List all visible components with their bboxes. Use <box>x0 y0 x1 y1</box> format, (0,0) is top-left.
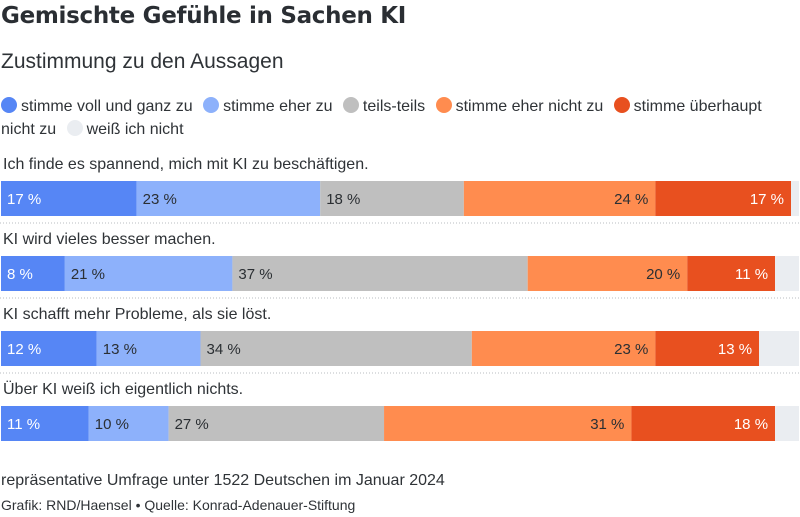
bar-segment-stimme-eher-zu <box>64 256 233 291</box>
data-label: 12 % <box>7 341 41 358</box>
category-label: KI wird vieles besser machen. <box>3 231 216 248</box>
stacked-bar-chart: Ich finde es spannend, mich mit KI zu be… <box>0 156 800 441</box>
legend-swatch <box>1 97 17 113</box>
data-label: 23 % <box>614 341 648 358</box>
data-label: 11 % <box>7 416 40 433</box>
legend-label: stimme eher nicht zu <box>455 98 604 115</box>
bar-segment-stimme-überhaupt-nicht-zu <box>655 331 760 366</box>
data-label: 11 % <box>735 266 768 283</box>
legend-item-ueberhaupt-nicht: stimme überhaupt nicht zu <box>1 97 762 138</box>
bar-segment-stimme-eher-zu <box>96 331 201 366</box>
data-label: 21 % <box>71 266 105 283</box>
data-label: 17 % <box>750 191 784 208</box>
data-label: 27 % <box>175 416 209 433</box>
legend-swatch <box>435 97 452 113</box>
bar-segment-weiß-ich-nicht <box>775 256 799 291</box>
legend: stimme voll und ganz zu stimme eher zu t… <box>1 95 791 141</box>
bar-segment-stimme-eher-zu <box>88 406 169 441</box>
legend-item-voll: stimme voll und ganz zu <box>1 95 193 118</box>
survey-note: repräsentative Umfrage unter 1522 Deutsc… <box>1 472 445 489</box>
data-label: 10 % <box>95 416 129 433</box>
legend-item-weiss-nicht: weiß ich nicht <box>66 118 184 141</box>
data-label: 31 % <box>590 416 624 433</box>
bar-segment-stimme-voll-und-ganz-zu <box>1 331 97 366</box>
data-label: 34 % <box>207 341 241 358</box>
chart-subtitle: Zustimmung zu den Aussagen <box>1 50 284 73</box>
bar-segment-teils-teils <box>168 406 385 441</box>
bar-segment-stimme-eher-nicht-zu <box>384 406 632 441</box>
bar-segment-teils-teils <box>232 256 528 291</box>
legend-swatch <box>203 97 220 113</box>
chart-title: Gemischte Gefühle in Sachen KI <box>1 3 407 29</box>
legend-swatch <box>342 97 359 113</box>
bar-segment-stimme-voll-und-ganz-zu <box>1 181 137 216</box>
data-label: 13 % <box>103 341 137 358</box>
data-label: 8 % <box>7 266 33 283</box>
legend-label: stimme eher zu <box>223 98 333 115</box>
bar-segment-stimme-voll-und-ganz-zu <box>1 406 89 441</box>
legend-label: stimme überhaupt nicht zu <box>1 98 762 138</box>
category-label: KI schafft mehr Probleme, als sie löst. <box>3 306 271 323</box>
bar-segment-stimme-überhaupt-nicht-zu <box>655 181 792 216</box>
legend-label: weiß ich nicht <box>86 121 184 138</box>
bar-segment-teils-teils <box>200 331 472 366</box>
data-label: 37 % <box>238 266 272 283</box>
bar-segment-weiß-ich-nicht <box>759 331 799 366</box>
category-label: Ich finde es spannend, mich mit KI zu be… <box>3 156 369 173</box>
bar-segment-stimme-überhaupt-nicht-zu <box>687 256 776 291</box>
data-label: 24 % <box>614 191 648 208</box>
category-label: Über KI weiß ich eigentlich nichts. <box>3 380 243 398</box>
bar-segment-weiß-ich-nicht <box>775 406 799 441</box>
legend-swatch <box>613 97 630 113</box>
data-label: 18 % <box>326 191 360 208</box>
bar-segment-weiß-ich-nicht <box>791 181 799 216</box>
data-label: 20 % <box>646 266 680 283</box>
legend-item-teils: teils-teils <box>342 95 426 118</box>
bar-segment-teils-teils <box>320 181 464 216</box>
legend-swatch <box>66 120 83 136</box>
bar-segment-stimme-eher-zu <box>136 181 321 216</box>
bar-segment-stimme-eher-nicht-zu <box>527 256 688 291</box>
bar-segment-stimme-überhaupt-nicht-zu <box>631 406 776 441</box>
legend-item-eher-nicht: stimme eher nicht zu <box>435 95 604 118</box>
data-label: 17 % <box>7 191 41 208</box>
legend-item-eher: stimme eher zu <box>203 95 332 118</box>
source-credit: Grafik: RND/Haensel • Quelle: Konrad-Ade… <box>1 497 356 513</box>
bar-segment-stimme-eher-nicht-zu <box>463 181 656 216</box>
legend-label: stimme voll und ganz zu <box>21 98 193 115</box>
bar-segment-stimme-voll-und-ganz-zu <box>1 256 65 291</box>
legend-label: teils-teils <box>362 98 426 115</box>
data-label: 13 % <box>718 341 752 358</box>
data-label: 18 % <box>734 416 768 433</box>
bar-segment-stimme-eher-nicht-zu <box>471 331 656 366</box>
data-label: 23 % <box>143 191 177 208</box>
